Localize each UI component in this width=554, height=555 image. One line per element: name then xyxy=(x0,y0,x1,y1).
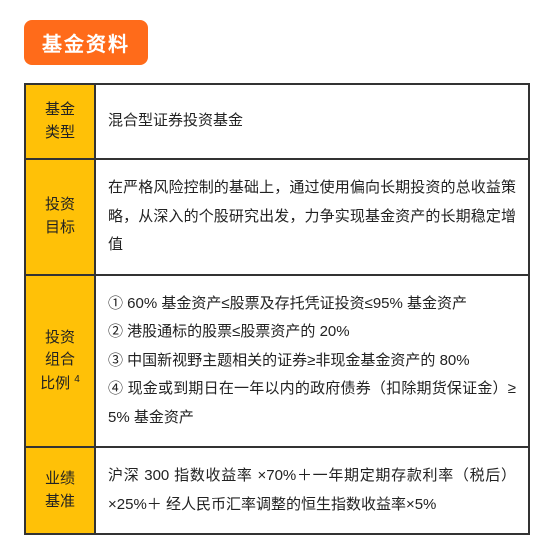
fund-info-tbody: 基金类型混合型证券投资基金投资目标在严格风险控制的基础上，通过使用偏向长期投资的… xyxy=(25,84,529,534)
row-label: 基金类型 xyxy=(25,84,95,159)
table-row: 基金类型混合型证券投资基金 xyxy=(25,84,529,159)
fund-info-table: 基金类型混合型证券投资基金投资目标在严格风险控制的基础上，通过使用偏向长期投资的… xyxy=(24,83,530,535)
row-content: 沪深 300 指数收益率 ×70%＋一年期定期存款利率（税后）×25%＋ 经人民… xyxy=(95,447,529,534)
table-row: 业绩基准沪深 300 指数收益率 ×70%＋一年期定期存款利率（税后）×25%＋… xyxy=(25,447,529,534)
section-header-badge: 基金资料 xyxy=(24,20,148,65)
row-label: 业绩基准 xyxy=(25,447,95,534)
row-label: 投资组合比例 4 xyxy=(25,275,95,448)
row-content: 混合型证券投资基金 xyxy=(95,84,529,159)
superscript: 4 xyxy=(74,374,80,385)
row-label: 投资目标 xyxy=(25,159,95,275)
row-content: ① 60% 基金资产≤股票及存托凭证投资≤95% 基金资产② 港股通标的股票≤股… xyxy=(95,275,529,448)
table-row: 投资目标在严格风险控制的基础上，通过使用偏向长期投资的总收益策略，从深入的个股研… xyxy=(25,159,529,275)
table-row: 投资组合比例 4① 60% 基金资产≤股票及存托凭证投资≤95% 基金资产② 港… xyxy=(25,275,529,448)
row-content: 在严格风险控制的基础上，通过使用偏向长期投资的总收益策略，从深入的个股研究出发，… xyxy=(95,159,529,275)
